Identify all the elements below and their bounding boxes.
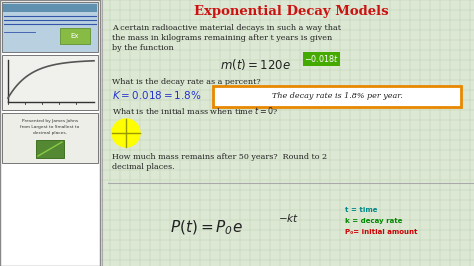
Text: decimal places.: decimal places. [112,163,174,171]
FancyBboxPatch shape [36,140,64,158]
Text: What is the initial mass when time $t = 0$?: What is the initial mass when time $t = … [112,105,279,115]
Text: A certain radioactive material decays in such a way that: A certain radioactive material decays in… [112,24,341,32]
Text: Presented by James Johns: Presented by James Johns [22,119,78,123]
Text: k = decay rate: k = decay rate [345,218,402,224]
Text: The decay rate is 1.8% per year.: The decay rate is 1.8% per year. [272,92,403,100]
Text: t = time: t = time [345,207,377,213]
Text: $-kt$: $-kt$ [278,212,299,224]
FancyBboxPatch shape [2,113,98,163]
Circle shape [112,119,140,147]
Text: What is the decay rate as a percent?: What is the decay rate as a percent? [112,78,261,86]
Text: $-0.018t$: $-0.018t$ [304,53,339,64]
FancyBboxPatch shape [2,2,98,52]
FancyBboxPatch shape [2,55,98,110]
FancyBboxPatch shape [213,85,462,106]
Text: $K = 0.018 = 1.8\%$: $K = 0.018 = 1.8\%$ [112,89,201,101]
FancyBboxPatch shape [60,28,90,44]
Text: from Largest to Smallest to: from Largest to Smallest to [20,125,80,129]
Text: Exponential Decay Models: Exponential Decay Models [194,6,388,19]
FancyBboxPatch shape [0,0,100,266]
Text: by the function: by the function [112,44,174,52]
Text: $P(t) = P_{\mathregular{0}}e$: $P(t) = P_{\mathregular{0}}e$ [170,219,243,237]
Text: How much mass remains after 50 years?  Round to 2: How much mass remains after 50 years? Ro… [112,153,327,161]
Text: P₀= initial amount: P₀= initial amount [345,229,418,235]
Text: decimal places.: decimal places. [33,131,67,135]
FancyBboxPatch shape [3,4,97,12]
Text: Ex: Ex [71,33,79,39]
Text: the mass in kilograms remaining after t years is given: the mass in kilograms remaining after t … [112,34,332,42]
Text: $m(t) = 120e$: $m(t) = 120e$ [220,57,291,73]
